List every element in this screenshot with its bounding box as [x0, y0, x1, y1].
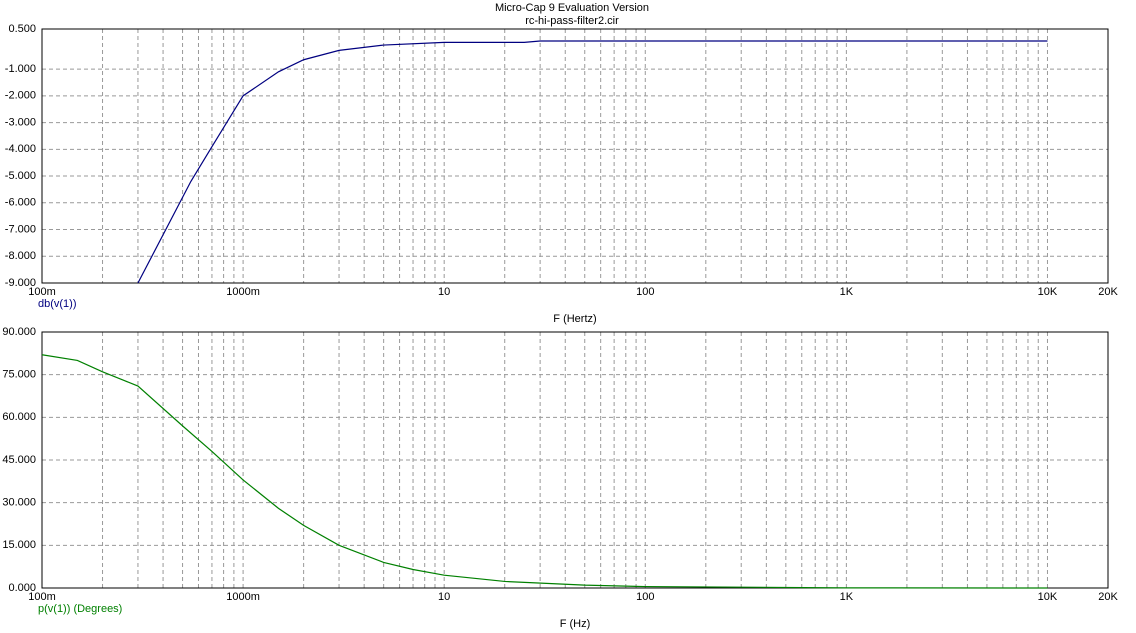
x-tick-label: 10 — [438, 591, 450, 603]
y-tick-label: -5.000 — [5, 170, 36, 182]
x-tick-label: 1K — [840, 591, 854, 603]
y-tick-label: -2.000 — [5, 90, 36, 102]
x-tick-label: 20K — [1098, 286, 1118, 298]
x-tick-label: 1K — [840, 286, 854, 298]
y-tick-label: -4.000 — [5, 143, 36, 155]
x-tick-label: 10 — [438, 286, 450, 298]
x-tick-label: 100m — [28, 591, 56, 603]
y-tick-label: -3.000 — [5, 116, 36, 128]
x-tick-label: 10K — [1038, 591, 1058, 603]
legend-label: p(v(1)) (Degrees) — [38, 603, 122, 615]
series-line — [41, 354, 1048, 589]
y-tick-label: 30.000 — [2, 497, 36, 509]
x-tick-label: 20K — [1098, 591, 1118, 603]
plot-frame — [41, 28, 1109, 284]
y-tick-label: 90.000 — [2, 326, 36, 338]
y-tick-label: 15.000 — [2, 539, 36, 551]
x-tick-label: 10K — [1038, 286, 1058, 298]
y-tick-label: 45.000 — [2, 454, 36, 466]
y-tick-label: 60.000 — [2, 411, 36, 423]
x-tick-label: 100m — [28, 286, 56, 298]
series-line — [137, 40, 1048, 284]
x-tick-label: 1000m — [226, 286, 260, 298]
y-tick-label: -8.000 — [5, 250, 36, 262]
y-tick-label: -7.000 — [5, 223, 36, 235]
chart-subtitle: rc-hi-pass-filter2.cir — [525, 15, 619, 27]
chart-title: Micro-Cap 9 Evaluation Version — [495, 2, 649, 14]
y-tick-label: -9.000 — [5, 277, 36, 289]
y-tick-label: 75.000 — [2, 369, 36, 381]
plot-frame — [41, 331, 1109, 589]
y-tick-label: -6.000 — [5, 197, 36, 209]
y-tick-label: -1.000 — [5, 63, 36, 75]
legend-label: db(v(1)) — [38, 298, 77, 310]
x-tick-label: 100 — [636, 286, 654, 298]
y-tick-label: 0.000 — [8, 582, 36, 594]
x-tick-label: 100 — [636, 591, 654, 603]
x-axis-label: F (Hz) — [560, 618, 591, 630]
x-tick-label: 1000m — [226, 591, 260, 603]
x-axis-label: F (Hertz) — [553, 313, 596, 325]
y-tick-label: 0.500 — [8, 23, 36, 35]
